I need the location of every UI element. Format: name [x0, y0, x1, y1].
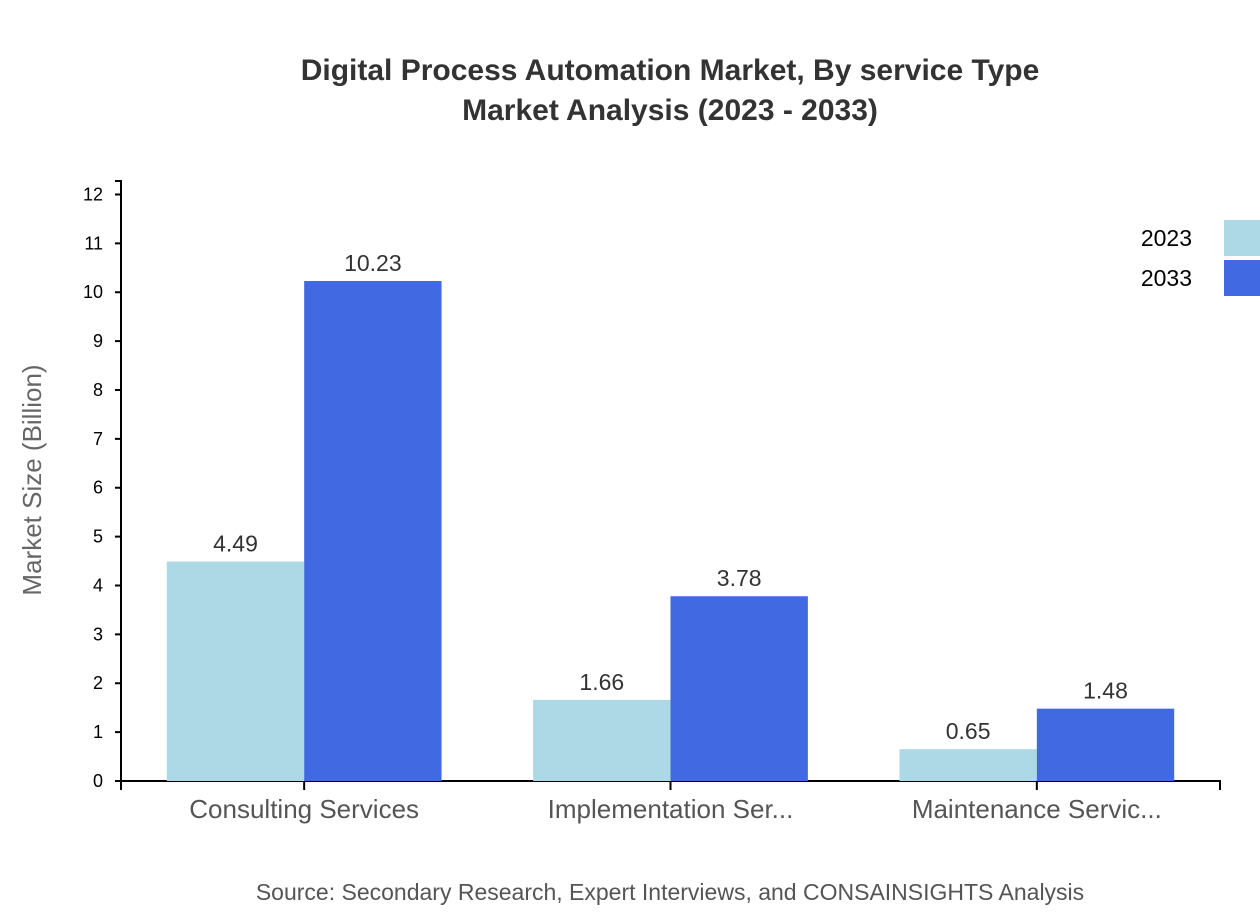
- x-tick-label: Maintenance Servic...: [912, 794, 1162, 824]
- y-tick-label: 10: [83, 282, 103, 302]
- y-tick-label: 6: [93, 478, 103, 498]
- data-label: 0.65: [946, 718, 991, 744]
- y-tick-label: 0: [93, 771, 103, 791]
- bar-2023: [533, 699, 671, 781]
- y-tick-label: 9: [93, 331, 103, 351]
- bar-2023: [166, 561, 305, 781]
- data-label: 1.48: [1083, 678, 1128, 704]
- bar-2033: [304, 281, 442, 781]
- bar-2033: [670, 596, 808, 781]
- data-label: 10.23: [344, 250, 402, 276]
- chart-subtitle: Market Analysis (2023 - 2033): [462, 94, 878, 127]
- y-tick-label: 4: [93, 575, 103, 595]
- y-tick-label: 7: [93, 429, 103, 449]
- legend-swatch-2033: [1224, 260, 1260, 296]
- y-axis-line: [115, 180, 122, 782]
- legend-label: 2033: [1141, 265, 1192, 291]
- bars: 4.49 10.23 1.66 3.78 0.65 1.48: [166, 250, 1175, 781]
- y-tick-label: 1: [93, 722, 103, 742]
- chart-title: Digital Process Automation Market, By se…: [301, 54, 1040, 87]
- source-note: Source: Secondary Research, Expert Inter…: [256, 879, 1084, 905]
- y-tick-label: 8: [93, 380, 103, 400]
- y-tick-label: 12: [83, 184, 103, 204]
- data-label: 3.78: [717, 565, 762, 591]
- x-axis: Consulting Services Implementation Ser...…: [120, 780, 1221, 824]
- y-axis-label: Market Size (Billion): [17, 364, 47, 595]
- y-tick-label: 11: [84, 233, 103, 253]
- data-label: 1.66: [579, 669, 624, 695]
- y-tick-label: 2: [93, 673, 103, 693]
- x-tick-label: Consulting Services: [189, 794, 419, 824]
- bar-2023: [899, 749, 1037, 781]
- bar-2033: [1036, 708, 1175, 781]
- data-label: 4.49: [213, 531, 258, 557]
- y-tick-label: 5: [93, 527, 103, 547]
- legend: 2023 2033: [1141, 220, 1260, 296]
- y-tick-label: 3: [93, 624, 103, 644]
- legend-label: 2023: [1141, 225, 1192, 251]
- x-tick-label: Implementation Ser...: [548, 794, 794, 824]
- legend-swatch-2023: [1224, 220, 1260, 256]
